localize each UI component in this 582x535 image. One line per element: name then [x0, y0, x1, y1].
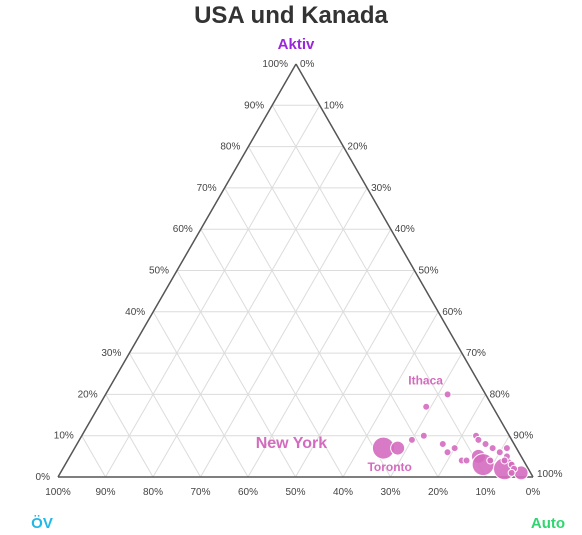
data-point [407, 435, 416, 444]
data-point [486, 456, 495, 465]
grid-line-oev [81, 435, 106, 478]
data-point [495, 448, 504, 457]
tick-label-aktiv: 50% [149, 266, 169, 277]
data-point [419, 431, 428, 440]
data-point [507, 468, 516, 477]
data-point [438, 439, 447, 448]
tick-label-auto: 100% [537, 469, 563, 480]
grid-line-oev [176, 270, 296, 478]
data-point [488, 444, 497, 453]
tick-label-auto: 90% [513, 431, 533, 442]
grid-line-auto [390, 352, 463, 478]
tick-label-oev: 0% [526, 487, 541, 498]
tick-label-auto: 60% [442, 307, 462, 318]
data-point [481, 439, 490, 448]
grid-line-auto [200, 187, 368, 478]
point-label: Ithaca [408, 373, 443, 387]
tick-label-aktiv: 80% [220, 142, 240, 153]
tick-label-auto: 80% [490, 389, 510, 400]
data-point [390, 440, 406, 456]
point-label: Toronto [367, 460, 411, 474]
data-point [422, 402, 431, 411]
data-point [443, 448, 452, 457]
grid-line-oev [105, 394, 154, 478]
tick-label-oev: 60% [238, 487, 258, 498]
data-point [462, 456, 471, 465]
tick-label-aktiv: 10% [54, 431, 74, 442]
tick-label-aktiv: 40% [125, 307, 145, 318]
grid-line-auto [295, 270, 415, 478]
tick-label-aktiv: 0% [36, 472, 51, 483]
tick-label-oev: 40% [333, 487, 353, 498]
data-point [443, 390, 452, 399]
grid-line-auto [342, 311, 439, 478]
grid-line-oev [224, 187, 391, 478]
tick-label-auto: 50% [419, 266, 439, 277]
data-point [450, 444, 459, 453]
tick-label-oev: 30% [380, 487, 400, 498]
tick-label-oev: 10% [475, 487, 495, 498]
tick-label-auto: 20% [347, 142, 367, 153]
tick-label-aktiv: 100% [262, 59, 288, 70]
tick-label-auto: 0% [300, 59, 315, 70]
tick-label-auto: 30% [371, 183, 391, 194]
tick-label-auto: 10% [324, 100, 344, 111]
tick-label-aktiv: 30% [101, 348, 121, 359]
triangle-edge-right [295, 63, 534, 478]
tick-label-auto: 70% [466, 348, 486, 359]
tick-label-oev: 20% [428, 487, 448, 498]
tick-label-auto: 40% [395, 224, 415, 235]
axis-label-aktiv: Aktiv [278, 36, 315, 53]
grid-line-oev [271, 105, 486, 478]
grid-line-auto [437, 394, 487, 478]
tick-label-aktiv: 90% [244, 100, 264, 111]
tick-label-oev: 90% [95, 487, 115, 498]
triangle-edge-left [57, 63, 297, 478]
grid-line-oev [152, 311, 249, 478]
data-point [474, 435, 483, 444]
data-point [500, 456, 509, 465]
grid-line-oev [128, 352, 201, 478]
axis-label-auto: Auto [531, 515, 565, 532]
tick-label-aktiv: 60% [173, 224, 193, 235]
point-label: New York [256, 435, 328, 452]
tick-label-aktiv: 70% [197, 183, 217, 194]
grid-line-auto [105, 105, 321, 478]
chart-title: USA und Kanada [194, 2, 388, 29]
axis-label-oev: ÖV [31, 515, 53, 532]
data-point [502, 444, 511, 453]
tick-label-oev: 80% [143, 487, 163, 498]
tick-label-oev: 70% [190, 487, 210, 498]
tick-label-oev: 100% [45, 487, 71, 498]
tick-label-aktiv: 20% [78, 389, 98, 400]
tick-label-oev: 50% [285, 487, 305, 498]
